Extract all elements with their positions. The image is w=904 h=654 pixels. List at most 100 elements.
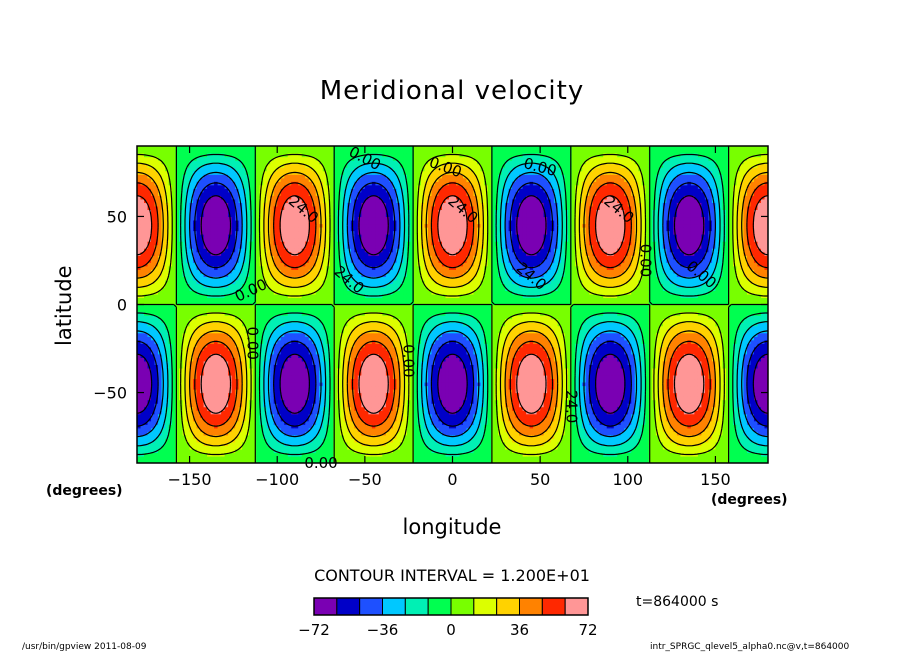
contour-cell bbox=[295, 297, 299, 301]
contour-cell bbox=[183, 192, 187, 196]
contour-cell bbox=[239, 417, 243, 421]
contour-cell bbox=[155, 431, 159, 435]
contour-cell bbox=[211, 456, 215, 460]
contour-cell bbox=[330, 319, 334, 323]
contour-cell bbox=[284, 216, 288, 220]
contour-cell bbox=[172, 195, 176, 199]
contour-cell bbox=[319, 252, 323, 256]
contour-cell bbox=[288, 368, 292, 372]
contour-cell bbox=[291, 157, 295, 161]
contour-cell bbox=[260, 157, 264, 161]
contour-cell bbox=[302, 347, 306, 351]
contour-cell bbox=[141, 209, 145, 213]
contour-cell bbox=[225, 389, 229, 393]
contour-cell bbox=[260, 213, 264, 217]
contour-cell bbox=[242, 220, 246, 224]
contour-cell bbox=[193, 322, 197, 326]
contour-cell bbox=[172, 178, 176, 182]
contour-cell bbox=[207, 206, 211, 210]
contour-cell bbox=[267, 449, 271, 453]
contour-cell bbox=[309, 305, 313, 309]
contour-cell bbox=[218, 350, 222, 354]
contour-cell bbox=[148, 357, 152, 361]
contour-cell bbox=[141, 403, 145, 407]
contour-cell bbox=[214, 322, 218, 326]
contour-cell bbox=[148, 252, 152, 256]
contour-cell bbox=[207, 382, 211, 386]
contour-cell bbox=[326, 322, 330, 326]
contour-cell bbox=[319, 171, 323, 175]
contour-cell bbox=[211, 361, 215, 365]
contour-cell bbox=[151, 368, 155, 372]
contour-cell bbox=[218, 438, 222, 442]
contour-cell bbox=[197, 297, 201, 301]
contour-cell bbox=[186, 361, 190, 365]
contour-cell bbox=[330, 294, 334, 298]
contour-cell bbox=[162, 315, 166, 319]
contour-cell bbox=[291, 368, 295, 372]
contour-cell bbox=[291, 241, 295, 245]
contour-cell bbox=[298, 241, 302, 245]
contour-cell bbox=[186, 297, 190, 301]
contour-cell bbox=[148, 354, 152, 358]
contour-cell bbox=[172, 340, 176, 344]
contour-cell bbox=[305, 315, 309, 319]
contour-cell bbox=[158, 209, 162, 213]
contour-cell bbox=[169, 315, 173, 319]
contour-cell bbox=[214, 223, 218, 227]
contour-cell bbox=[141, 347, 145, 351]
contour-cell bbox=[144, 213, 148, 217]
contour-cell bbox=[183, 417, 187, 421]
contour-cell bbox=[291, 164, 295, 168]
contour-cell bbox=[298, 336, 302, 340]
contour-cell bbox=[221, 287, 225, 291]
contour-cell bbox=[148, 297, 152, 301]
contour-cell bbox=[172, 400, 176, 404]
contour-cell bbox=[204, 178, 208, 182]
contour-cell bbox=[281, 178, 285, 182]
contour-cell bbox=[295, 220, 299, 224]
contour-cell bbox=[288, 428, 292, 432]
contour-cell bbox=[330, 315, 334, 319]
contour-cell bbox=[270, 153, 274, 157]
contour-cell bbox=[214, 431, 218, 435]
contour-cell bbox=[288, 375, 292, 379]
contour-cell bbox=[242, 378, 246, 382]
contour-cell bbox=[200, 167, 204, 171]
contour-cell bbox=[295, 343, 299, 347]
contour-cell bbox=[155, 255, 159, 259]
contour-cell bbox=[298, 347, 302, 351]
contour-cell bbox=[267, 435, 271, 439]
contour-cell bbox=[169, 308, 173, 312]
contour-cell bbox=[172, 160, 176, 164]
contour-cell bbox=[242, 371, 246, 375]
contour-cell bbox=[291, 262, 295, 266]
contour-cell bbox=[260, 442, 264, 446]
contour-cell bbox=[155, 287, 159, 291]
contour-cell bbox=[165, 305, 169, 309]
contour-cell bbox=[270, 322, 274, 326]
contour-cell bbox=[277, 368, 281, 372]
contour-cell bbox=[326, 160, 330, 164]
contour-cell bbox=[246, 255, 250, 259]
contour-cell bbox=[141, 336, 145, 340]
contour-cell bbox=[323, 220, 327, 224]
contour-cell bbox=[197, 319, 201, 323]
contour-cell bbox=[298, 364, 302, 368]
contour-cell bbox=[298, 350, 302, 354]
contour-cell bbox=[207, 188, 211, 192]
contour-cell bbox=[281, 227, 285, 231]
contour-cell bbox=[330, 438, 334, 442]
contour-cell bbox=[274, 160, 278, 164]
contour-cell bbox=[225, 157, 229, 161]
contour-cell bbox=[141, 223, 145, 227]
contour-cell bbox=[155, 160, 159, 164]
contour-cell bbox=[316, 424, 320, 428]
contour-cell bbox=[312, 150, 316, 154]
contour-cell bbox=[239, 343, 243, 347]
contour-cell bbox=[239, 435, 243, 439]
contour-cell bbox=[218, 357, 222, 361]
contour-cell bbox=[211, 403, 215, 407]
contour-cell bbox=[242, 375, 246, 379]
contour-cell bbox=[232, 319, 236, 323]
